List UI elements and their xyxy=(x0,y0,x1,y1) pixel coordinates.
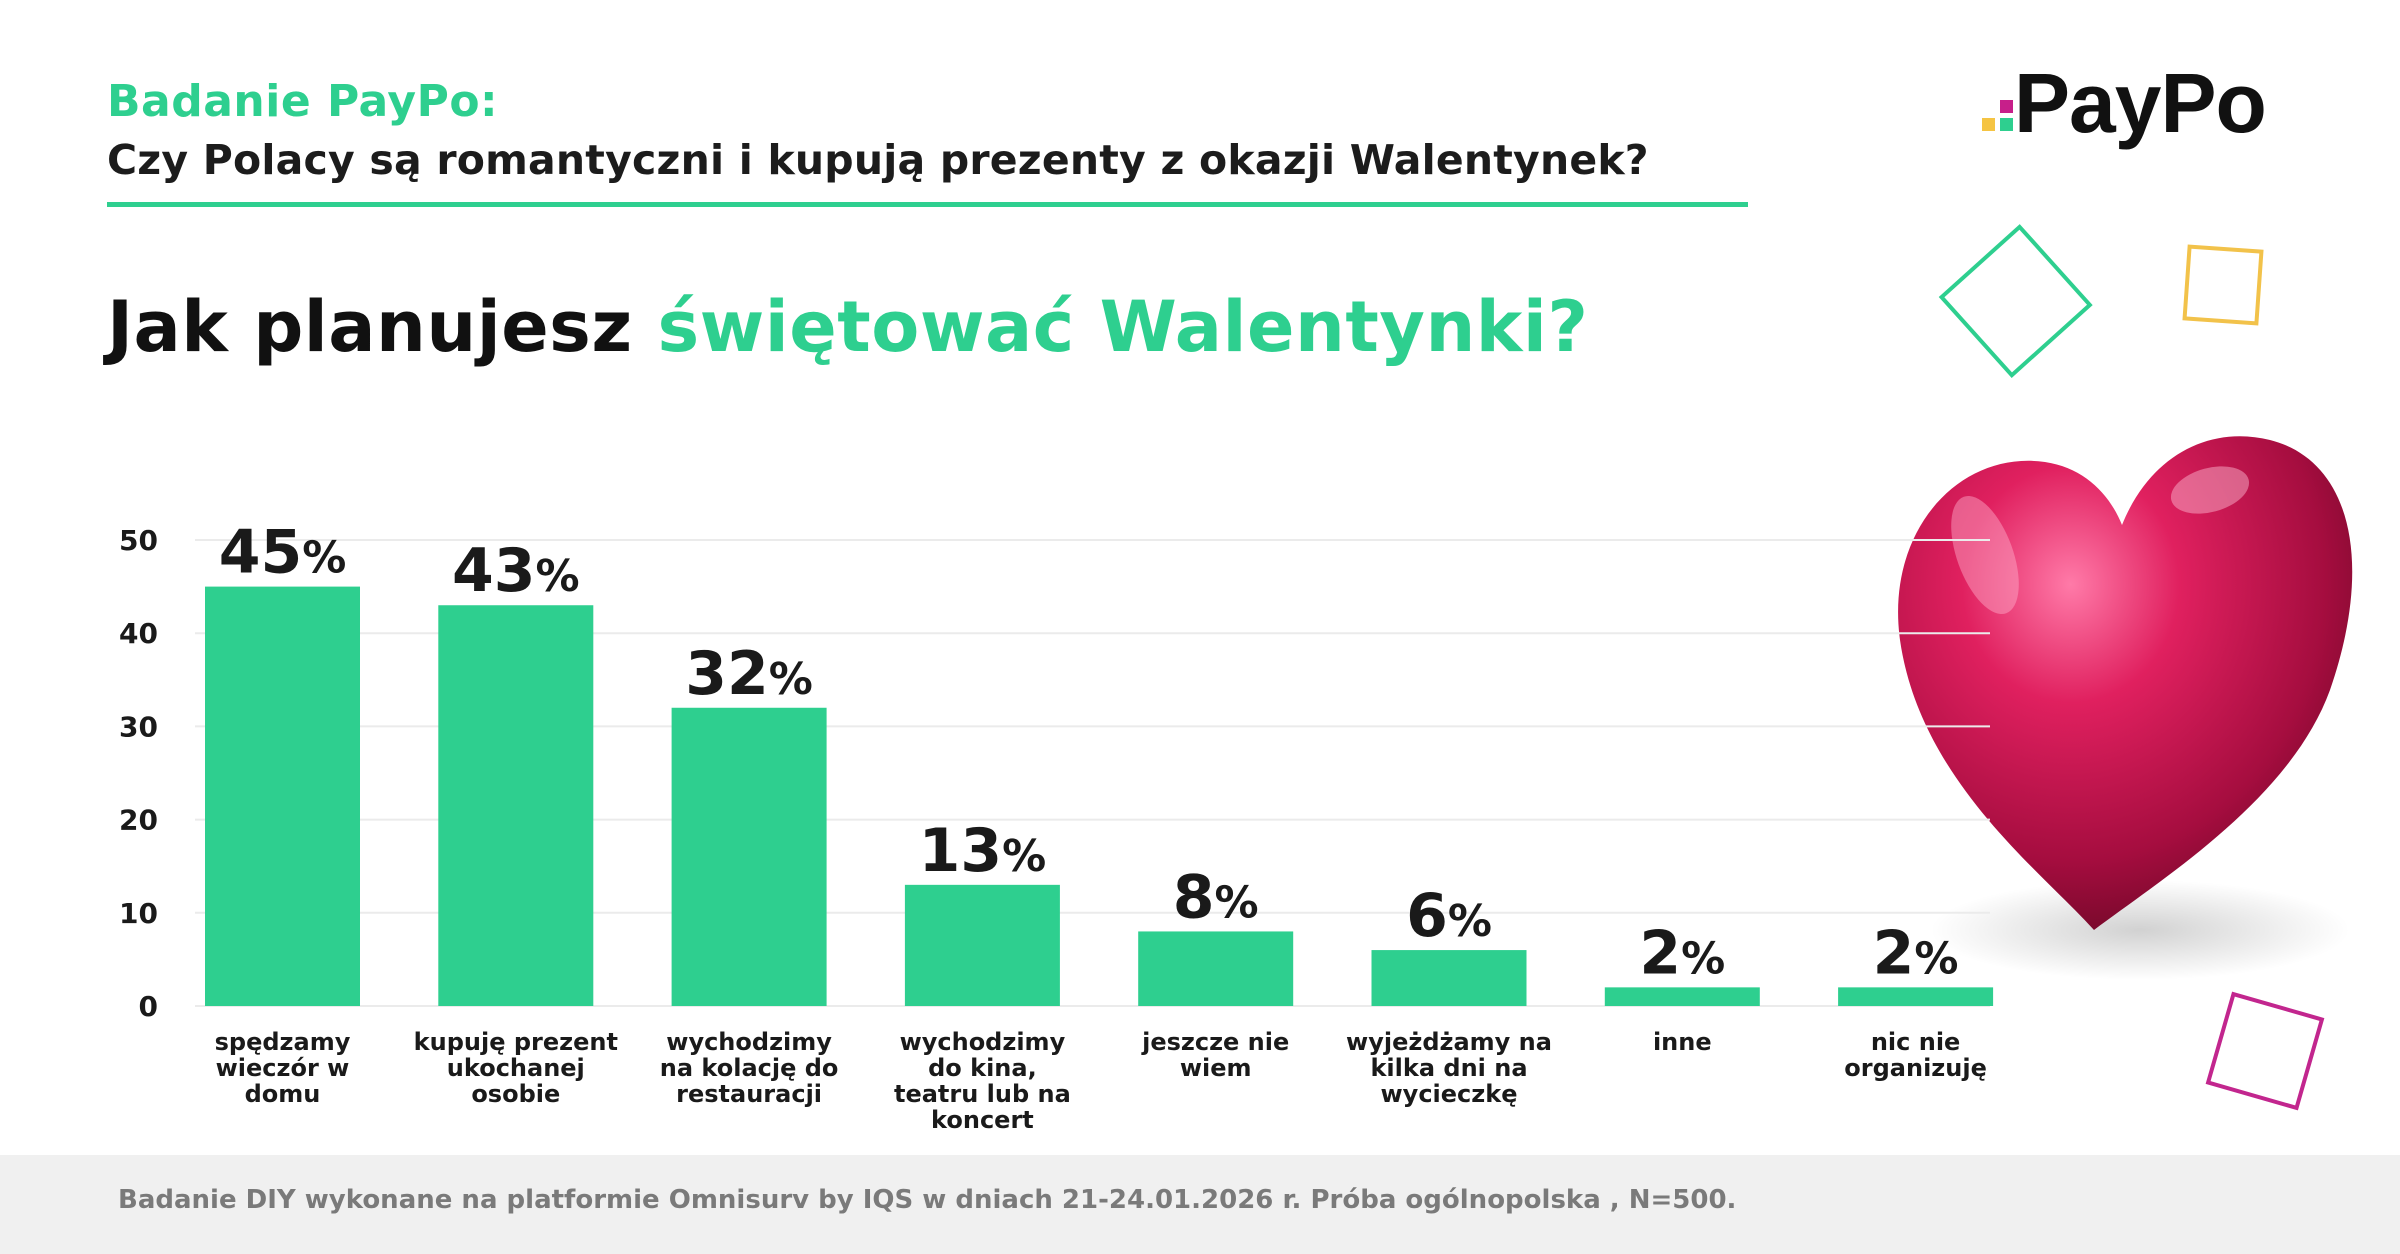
y-tick-label: 30 xyxy=(119,710,158,743)
logo-dot-green xyxy=(2000,118,2013,131)
question-headline: Jak planujesz świętować Walentynki? xyxy=(107,286,1588,368)
x-tick-label: wyjeżdżamy na kilka dni na wycieczkę xyxy=(1346,1028,1552,1108)
data-label: 45% xyxy=(219,518,347,588)
heart-highlight xyxy=(1951,495,2019,615)
x-tick-label: kupuję prezent ukochanej osobie xyxy=(414,1028,618,1108)
bar xyxy=(904,884,1060,1006)
data-label: 6% xyxy=(1406,881,1492,951)
x-tick-label: nic nie organizuję xyxy=(1844,1028,1987,1082)
x-tick-label: wychodzimy na kolację do restauracji xyxy=(660,1028,839,1108)
outline-square-green-icon xyxy=(1938,224,2093,379)
footer-bar: Badanie DIY wykonane na platformie Omnis… xyxy=(0,1155,2400,1254)
bar xyxy=(1138,931,1294,1006)
question-part-1: Jak planujesz xyxy=(107,286,658,368)
x-tick-label: jeszcze nie wiem xyxy=(1141,1028,1289,1082)
x-tick-label: wychodzimy do kina, teatru lub na koncert xyxy=(894,1028,1071,1134)
y-tick-label: 50 xyxy=(119,524,158,557)
y-tick-label: 40 xyxy=(119,617,158,650)
survey-kicker: Badanie PayPo: xyxy=(107,76,499,127)
logo-dots-icon xyxy=(1980,58,2016,148)
y-tick-label: 10 xyxy=(119,897,158,930)
data-label: 32% xyxy=(685,639,813,709)
title-underline xyxy=(107,202,1748,207)
x-tick-label: inne xyxy=(1653,1028,1712,1056)
question-part-2: świętować Walentynki? xyxy=(657,286,1589,368)
data-label: 8% xyxy=(1173,862,1259,932)
survey-subtitle: Czy Polacy są romantyczni i kupują preze… xyxy=(107,136,1649,184)
heart-highlight-2 xyxy=(2170,466,2250,514)
bar xyxy=(671,707,827,1006)
data-label: 2% xyxy=(1639,918,1725,988)
bar xyxy=(205,586,360,1006)
bar xyxy=(438,605,594,1006)
heart-shadow xyxy=(1930,880,2350,980)
data-label: 43% xyxy=(452,536,580,606)
heart-icon xyxy=(1898,436,2353,930)
logo-dot-yellow xyxy=(1982,118,1995,131)
data-label: 13% xyxy=(919,816,1047,886)
footer-note: Badanie DIY wykonane na platformie Omnis… xyxy=(118,1185,1737,1215)
logo-text: PayPo xyxy=(2014,56,2267,150)
y-tick-label: 0 xyxy=(139,990,158,1023)
bar xyxy=(1371,950,1527,1006)
logo-dot-magenta xyxy=(2000,100,2013,113)
bar xyxy=(1604,987,1760,1006)
bar xyxy=(1838,987,1994,1006)
outline-square-magenta-icon xyxy=(2205,991,2325,1111)
outline-square-yellow-icon xyxy=(2182,244,2264,326)
x-tick-label: spędzamy wieczór w domu xyxy=(215,1028,351,1108)
data-label: 2% xyxy=(1873,918,1959,988)
y-tick-label: 20 xyxy=(119,804,158,837)
